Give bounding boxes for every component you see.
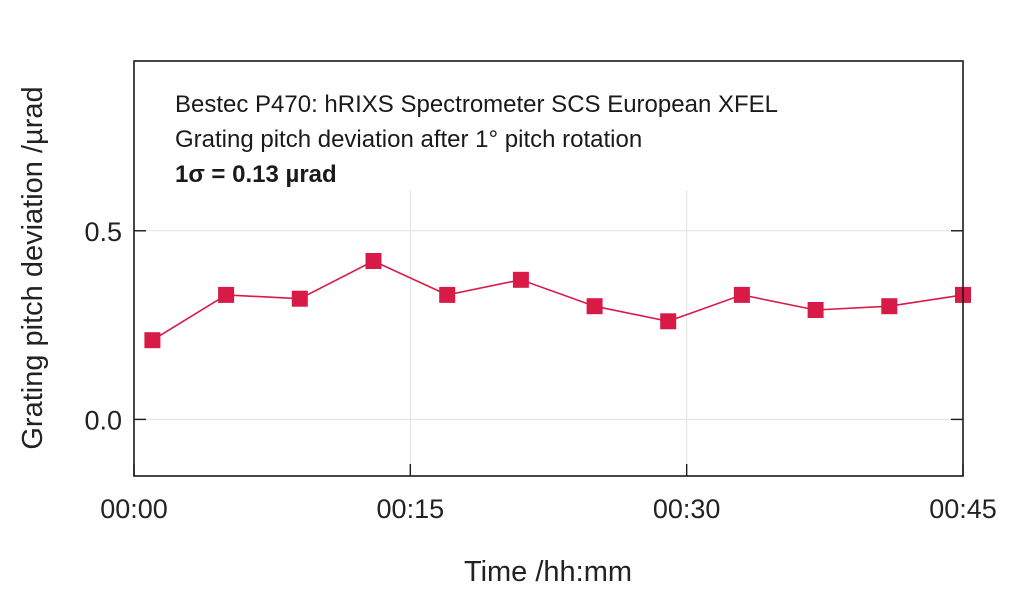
series-line bbox=[151, 260, 964, 341]
axis-ticks: 00:00 00:15 00:30 00:45 0.0 0.5 bbox=[84, 217, 996, 524]
data-point bbox=[291, 290, 308, 307]
x-tick-label: 00:30 bbox=[653, 494, 721, 524]
y-tick-label: 0.5 bbox=[84, 217, 122, 247]
x-tick-label: 00:45 bbox=[929, 494, 997, 524]
data-point bbox=[807, 302, 824, 318]
series bbox=[144, 253, 971, 349]
y-tick-label: 0.0 bbox=[84, 405, 122, 435]
data-point bbox=[881, 298, 898, 315]
annotation-line-1: Bestec P470: hRIXS Spectrometer SCS Euro… bbox=[175, 91, 778, 118]
annotation-sigma: 1σ = 0.13 µrad bbox=[175, 161, 337, 188]
plot-frame bbox=[133, 60, 964, 477]
data-point bbox=[586, 298, 603, 315]
data-point bbox=[218, 286, 235, 303]
data-point bbox=[365, 253, 382, 269]
data-point bbox=[733, 286, 750, 303]
y-axis-label: Grating pitch deviation /µrad bbox=[17, 86, 49, 449]
data-point bbox=[439, 286, 456, 303]
data-point bbox=[144, 332, 161, 349]
x-tick-label: 00:00 bbox=[100, 494, 168, 524]
x-tick-label: 00:15 bbox=[377, 494, 445, 524]
data-point bbox=[512, 271, 529, 288]
grid bbox=[134, 190, 963, 476]
annotation-line-2: Grating pitch deviation after 1° pitch r… bbox=[175, 126, 642, 153]
x-axis-label: Time /hh:mm bbox=[464, 556, 632, 588]
data-point bbox=[660, 313, 677, 330]
